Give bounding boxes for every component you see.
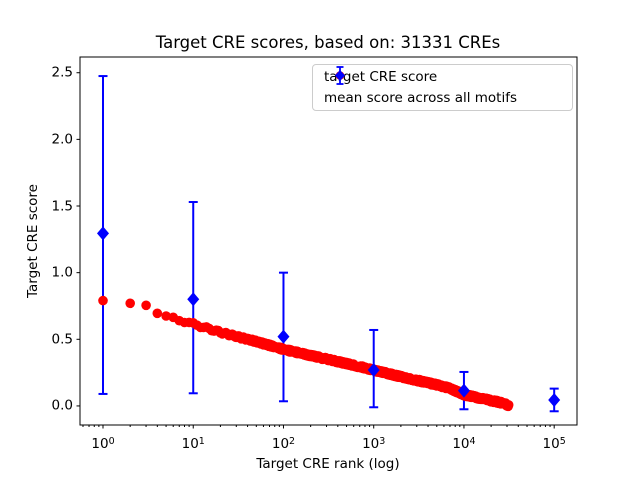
plot-frame <box>79 56 578 426</box>
x-tick-label: 101 <box>181 435 205 452</box>
red-dot <box>125 298 135 309</box>
red-dot <box>98 295 108 306</box>
y-tick-label: 0.0 <box>51 397 73 414</box>
legend-label: mean score across all motifs <box>324 90 518 107</box>
x-tick-label: 100 <box>91 435 115 452</box>
red-dot <box>152 308 163 319</box>
legend-label: target CRE score <box>324 68 438 85</box>
blue-diamond <box>367 362 380 377</box>
blue-diamond <box>187 292 200 307</box>
mean-score-diamonds <box>97 226 561 407</box>
x-tick-label: 104 <box>452 435 476 452</box>
blue-diamond <box>548 392 561 407</box>
x-axis-label: Target CRE rank (log) <box>256 456 400 472</box>
blue-diamond <box>457 383 470 398</box>
legend: target CRE score mean score across all m… <box>312 64 573 111</box>
y-tick-label: 0.5 <box>51 331 73 348</box>
y-tick-label: 2.0 <box>51 131 73 148</box>
red-dot <box>141 300 151 311</box>
y-tick-label: 1.5 <box>51 197 73 214</box>
y-tick-label: 1.0 <box>51 264 73 281</box>
x-tick-label: 105 <box>542 435 566 452</box>
blue-diamond-errorbar-icon <box>335 66 345 85</box>
y-axis-label: Target CRE score <box>25 184 41 298</box>
red-dot <box>161 311 171 321</box>
legend-item-mean-score: mean score across all motifs <box>313 66 572 110</box>
axis-ticks <box>76 72 555 429</box>
chart-title: Target CRE scores, based on: 31331 CREs <box>155 33 501 52</box>
target-cre-score-dots <box>98 295 514 412</box>
red-dot <box>503 400 514 410</box>
x-tick-label: 102 <box>271 435 296 452</box>
y-tick-label: 2.5 <box>51 64 73 81</box>
blue-diamond <box>97 226 110 241</box>
x-tick-label: 103 <box>362 435 386 452</box>
blue-diamond <box>277 329 290 344</box>
